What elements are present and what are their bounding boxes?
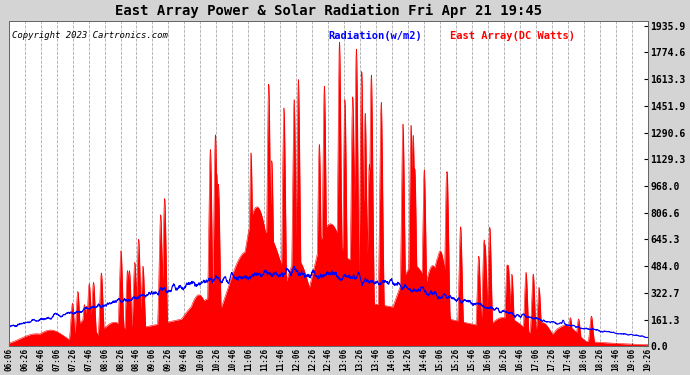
Text: Radiation(w/m2): Radiation(w/m2) — [328, 31, 422, 40]
Text: East Array(DC Watts): East Array(DC Watts) — [450, 31, 575, 40]
Text: Copyright 2023 Cartronics.com: Copyright 2023 Cartronics.com — [12, 31, 168, 40]
Title: East Array Power & Solar Radiation Fri Apr 21 19:45: East Array Power & Solar Radiation Fri A… — [115, 4, 542, 18]
